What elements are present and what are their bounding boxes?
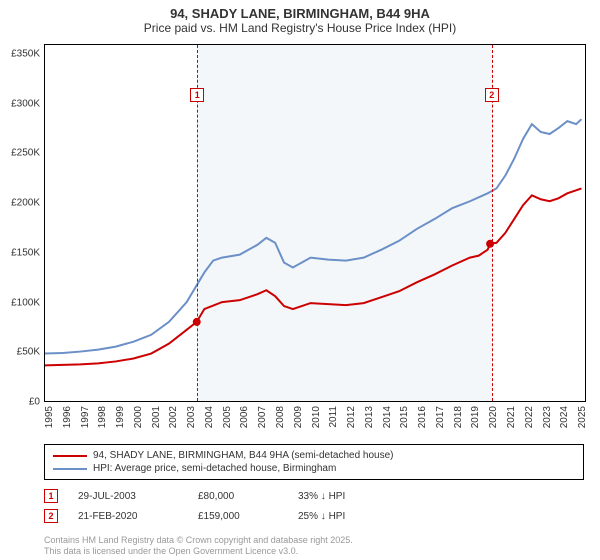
x-tick-label: 1999 [115, 406, 126, 428]
x-tick-label: 2007 [257, 406, 268, 428]
x-tick-label: 1998 [97, 406, 108, 428]
marker-box: 2 [485, 88, 499, 102]
x-tick-label: 2012 [346, 406, 357, 428]
sales-diff: 33% ↓ HPI [298, 491, 398, 502]
x-tick-label: 2018 [453, 406, 464, 428]
x-tick-label: 2009 [293, 406, 304, 428]
x-tick-label: 2023 [542, 406, 553, 428]
x-tick-label: 2008 [275, 406, 286, 428]
x-tick-label: 2014 [382, 406, 393, 428]
x-tick-label: 2022 [524, 406, 535, 428]
y-tick-label: £350K [11, 48, 40, 59]
sales-marker: 2 [44, 509, 58, 523]
sales-row: 2 21-FEB-2020 £159,000 25% ↓ HPI [44, 506, 584, 526]
x-tick-label: 2013 [364, 406, 375, 428]
x-tick-label: 2017 [435, 406, 446, 428]
x-tick-label: 1997 [80, 406, 91, 428]
footer-line2: This data is licensed under the Open Gov… [44, 546, 353, 558]
marker-box: 1 [190, 88, 204, 102]
y-tick-label: £250K [11, 148, 40, 159]
sales-table: 1 29-JUL-2003 £80,000 33% ↓ HPI 2 21-FEB-2020… [44, 486, 584, 526]
legend-box: 94, SHADY LANE, BIRMINGHAM, B44 9HA (sem… [44, 444, 584, 480]
footer-attribution: Contains HM Land Registry data © Crown c… [44, 535, 353, 558]
series-price_paid [45, 188, 581, 365]
y-tick-label: £100K [11, 297, 40, 308]
x-tick-label: 1995 [44, 406, 55, 428]
title-subtitle: Price paid vs. HM Land Registry's House … [0, 21, 600, 35]
x-tick-label: 2020 [488, 406, 499, 428]
y-tick-label: £300K [11, 98, 40, 109]
x-tick-label: 2024 [559, 406, 570, 428]
title-address: 94, SHADY LANE, BIRMINGHAM, B44 9HA [0, 6, 600, 21]
footer-line1: Contains HM Land Registry data © Crown c… [44, 535, 353, 547]
x-tick-label: 2019 [470, 406, 481, 428]
x-tick-label: 2003 [186, 406, 197, 428]
x-tick-label: 2025 [577, 406, 588, 428]
x-tick-label: 2010 [311, 406, 322, 428]
x-tick-label: 2000 [133, 406, 144, 428]
legend-swatch [53, 468, 87, 470]
x-tick-label: 1996 [62, 406, 73, 428]
x-tick-label: 2005 [222, 406, 233, 428]
sales-date: 29-JUL-2003 [78, 491, 178, 502]
chart-title-block: 94, SHADY LANE, BIRMINGHAM, B44 9HA Pric… [0, 0, 600, 39]
x-tick-label: 2016 [417, 406, 428, 428]
chart-lines-svg [45, 45, 585, 401]
y-tick-label: £50K [17, 347, 40, 358]
chart-plot-area: 12 [44, 44, 586, 402]
x-axis: 1995 1996 1997 1998 1999 2000 2001 2002 2003 2004… [44, 402, 586, 442]
legend-and-sales: 94, SHADY LANE, BIRMINGHAM, B44 9HA (sem… [44, 444, 584, 526]
x-tick-label: 2011 [328, 406, 339, 428]
y-axis: £0£50K£100K£150K£200K£250K£300K£350K [0, 44, 44, 402]
sales-marker: 1 [44, 489, 58, 503]
legend-swatch [53, 455, 87, 457]
sales-diff: 25% ↓ HPI [298, 511, 398, 522]
sale-dot [486, 240, 494, 248]
sales-price: £159,000 [198, 511, 278, 522]
legend-label: HPI: Average price, semi-detached house,… [93, 463, 336, 474]
x-tick-label: 2002 [168, 406, 179, 428]
x-tick-label: 2015 [399, 406, 410, 428]
legend-row: HPI: Average price, semi-detached house,… [53, 462, 575, 475]
y-tick-label: £200K [11, 198, 40, 209]
legend-row: 94, SHADY LANE, BIRMINGHAM, B44 9HA (sem… [53, 449, 575, 462]
y-tick-label: £0 [29, 397, 40, 408]
x-tick-label: 2001 [151, 406, 162, 428]
sales-row: 1 29-JUL-2003 £80,000 33% ↓ HPI [44, 486, 584, 506]
legend-label: 94, SHADY LANE, BIRMINGHAM, B44 9HA (sem… [93, 450, 394, 461]
x-tick-label: 2006 [239, 406, 250, 428]
sales-price: £80,000 [198, 491, 278, 502]
x-tick-label: 2021 [506, 406, 517, 428]
y-tick-label: £150K [11, 247, 40, 258]
sales-date: 21-FEB-2020 [78, 511, 178, 522]
x-tick-label: 2004 [204, 406, 215, 428]
